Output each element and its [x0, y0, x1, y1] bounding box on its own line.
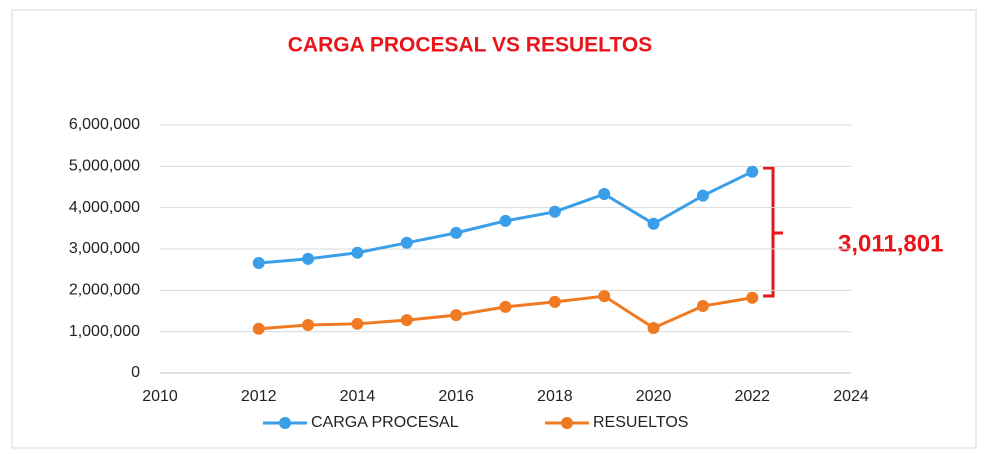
data-point	[598, 290, 611, 303]
legend-marker	[279, 417, 291, 429]
y-tick-label: 3,000,000	[69, 240, 140, 257]
legend-label: CARGA PROCESAL	[311, 414, 459, 431]
data-point	[400, 236, 413, 249]
data-point	[351, 317, 364, 330]
data-point	[450, 309, 463, 322]
data-point	[746, 291, 759, 304]
data-point	[499, 300, 512, 313]
data-point	[548, 205, 561, 218]
data-point	[302, 252, 315, 265]
annotation: 3,011,801	[838, 230, 943, 257]
legend-marker	[561, 417, 573, 429]
x-tick-label: 2010	[142, 388, 178, 405]
y-tick-label: 0	[131, 364, 140, 381]
x-tick-label: 2012	[241, 388, 277, 405]
data-point	[252, 257, 265, 270]
y-tick-label: 1,000,000	[69, 323, 140, 340]
y-tick-label: 4,000,000	[69, 199, 140, 216]
data-point	[746, 165, 759, 178]
data-point	[696, 300, 709, 313]
data-point	[647, 321, 660, 334]
x-tick-label: 2018	[537, 388, 573, 405]
data-point	[450, 226, 463, 239]
chart-title: CARGA PROCESAL VS RESUELTOS	[288, 34, 652, 57]
x-tick-label: 2024	[833, 388, 869, 405]
data-point	[252, 322, 265, 335]
data-point	[302, 319, 315, 332]
data-point	[351, 246, 364, 259]
data-point	[647, 217, 660, 230]
x-tick-label: 2014	[340, 388, 376, 405]
data-point	[696, 189, 709, 202]
x-tick-label: 2020	[636, 388, 672, 405]
x-tick-label: 2016	[438, 388, 474, 405]
annotation-bracket	[763, 166, 783, 298]
y-tick-label: 5,000,000	[69, 158, 140, 175]
data-point	[499, 214, 512, 227]
y-tick-label: 2,000,000	[69, 282, 140, 299]
data-point	[548, 295, 561, 308]
chart-frame	[11, 9, 977, 449]
x-tick-label: 2022	[734, 388, 770, 405]
data-point	[598, 188, 611, 201]
y-tick-label: 6,000,000	[69, 116, 140, 133]
legend-label: RESUELTOS	[593, 414, 688, 431]
data-point	[400, 314, 413, 327]
